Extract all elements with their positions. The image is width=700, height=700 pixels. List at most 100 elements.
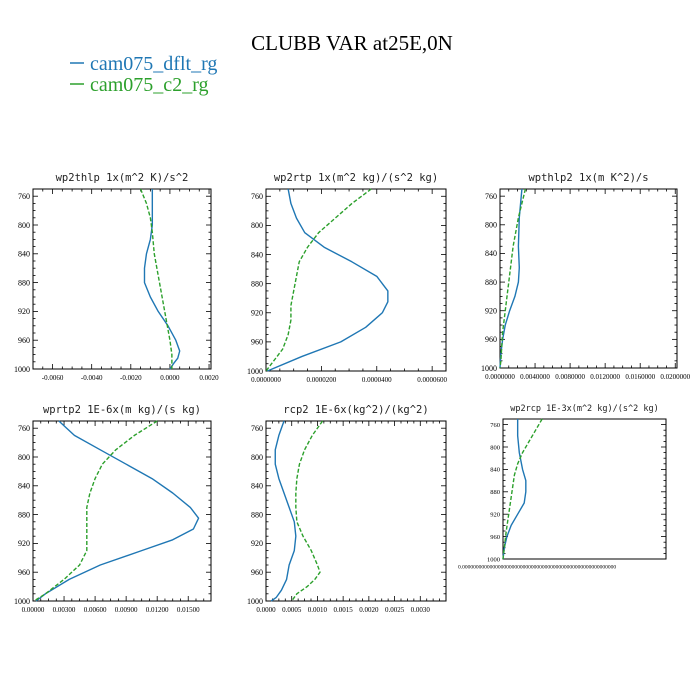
panel-1: wp2rtp 1x(m^2 kg)/(s^2 kg) 760 800 840 880 92… bbox=[247, 172, 448, 384]
y-tick-label: 960 bbox=[251, 338, 263, 347]
plot-frame bbox=[32, 188, 212, 370]
x-tick-label: 0.0025 bbox=[385, 606, 405, 614]
panel-title: wp2rtp 1x(m^2 kg)/(s^2 kg) bbox=[274, 172, 438, 184]
panel-title: rcp2 1E-6x(kg^2)/(kg^2) bbox=[283, 404, 428, 416]
series-line-1 bbox=[499, 188, 527, 369]
legend-item-1: cam075_c2_rg bbox=[90, 74, 209, 96]
y-tick-label: 1000 bbox=[247, 367, 263, 376]
y-tick-label: 800 bbox=[18, 221, 30, 230]
plot-frame bbox=[265, 420, 447, 602]
y-tick-label: 800 bbox=[490, 444, 500, 451]
y-tick-label: 840 bbox=[251, 482, 263, 491]
y-tick-label: 1000 bbox=[247, 597, 263, 606]
x-tick-label: 0.0000 bbox=[256, 606, 276, 614]
y-tick-label: 880 bbox=[251, 279, 263, 288]
y-tick-label: 920 bbox=[251, 539, 263, 548]
x-tick-label: 0.0020 bbox=[199, 374, 219, 382]
y-tick-label: 920 bbox=[490, 511, 500, 518]
panel-2: wpthlp2 1x(m K^2)/s 760 800 840 880 920 960 100… bbox=[481, 172, 691, 381]
series-line-1 bbox=[139, 188, 173, 369]
panel-5: wp2rcp 1E-3x(m^2 kg)/(s^2 kg) 760 800 840 88… bbox=[458, 404, 667, 571]
y-tick-label: 880 bbox=[490, 489, 500, 496]
y-tick-label: 960 bbox=[251, 568, 263, 577]
x-tick-label: 0.0000000 bbox=[485, 373, 515, 381]
panels: wp2thlp 1x(m^2 K)/s^2 760 800 840 880 920 960 1… bbox=[14, 172, 691, 614]
panel-title: wp2rcp 1E-3x(m^2 kg)/(s^2 kg) bbox=[510, 404, 658, 414]
series-line-1 bbox=[265, 188, 372, 372]
x-tick-label: 0.0160000 bbox=[625, 373, 655, 381]
x-tick-label: 0.0000200 bbox=[307, 376, 337, 384]
x-tick-label: 0.0120000 bbox=[590, 373, 620, 381]
series-line-0 bbox=[267, 188, 389, 372]
y-tick-label: 920 bbox=[18, 539, 30, 548]
y-tick-label: 880 bbox=[18, 278, 30, 287]
y-tick-label: 760 bbox=[18, 192, 30, 201]
x-tick-label: 0.00300 bbox=[53, 606, 76, 614]
x-tick-label: 0.0000400 bbox=[362, 376, 392, 384]
x-tick-label: 0.0030 bbox=[411, 606, 431, 614]
y-tick-label: 840 bbox=[485, 249, 497, 258]
y-tick-label: 920 bbox=[485, 307, 497, 316]
y-tick-label: 800 bbox=[18, 453, 30, 462]
y-tick-label: 840 bbox=[18, 250, 30, 259]
x-tick-label: -0.0040 bbox=[81, 374, 103, 382]
x-tick-label: 0.0000 bbox=[160, 374, 180, 382]
x-tick-label: 0.0005 bbox=[282, 606, 302, 614]
x-tick-label: 0.0020 bbox=[359, 606, 379, 614]
x-tick-label: 0.00000000000000000000000000000000000000… bbox=[458, 565, 616, 571]
x-tick-label: 0.0010 bbox=[308, 606, 328, 614]
x-tick-label: 0.00600 bbox=[84, 606, 107, 614]
y-tick-label: 960 bbox=[18, 568, 30, 577]
series-line-0 bbox=[35, 420, 200, 602]
x-tick-label: 0.0000000 bbox=[251, 376, 281, 384]
x-tick-label: 0.0000600 bbox=[417, 376, 447, 384]
series-line-0 bbox=[143, 189, 181, 370]
y-tick-label: 840 bbox=[251, 250, 263, 259]
plot-frame bbox=[502, 418, 667, 560]
x-tick-label: 0.01500 bbox=[177, 606, 200, 614]
y-tick-label: 920 bbox=[251, 309, 263, 318]
y-tick-label: 960 bbox=[485, 335, 497, 344]
panel-title: wprtp2 1E-6x(m kg)/(s kg) bbox=[43, 404, 201, 416]
x-tick-label: 0.00900 bbox=[115, 606, 138, 614]
x-tick-label: 0.01200 bbox=[146, 606, 169, 614]
y-tick-label: 760 bbox=[490, 422, 500, 429]
y-tick-label: 880 bbox=[251, 510, 263, 519]
x-tick-label: 0.0040000 bbox=[520, 373, 550, 381]
series-line-1 bbox=[33, 420, 158, 602]
figure-legend: cam075_dflt_rg cam075_c2_rg bbox=[70, 53, 217, 96]
y-tick-label: 1000 bbox=[14, 365, 30, 374]
panel-title: wpthlp2 1x(m K^2)/s bbox=[528, 172, 648, 184]
y-tick-label: 760 bbox=[251, 192, 263, 201]
y-tick-label: 1000 bbox=[487, 556, 500, 563]
y-tick-label: 800 bbox=[485, 221, 497, 230]
panel-4: rcp2 1E-6x(kg^2)/(kg^2) 760 800 840 880 920 96… bbox=[247, 404, 447, 614]
x-tick-label: -0.0060 bbox=[42, 374, 64, 382]
panel-3: wprtp2 1E-6x(m kg)/(s kg) 760 800 840 880 920… bbox=[14, 404, 212, 614]
legend-item-0: cam075_dflt_rg bbox=[90, 53, 217, 75]
y-tick-label: 760 bbox=[251, 424, 263, 433]
y-tick-label: 880 bbox=[485, 278, 497, 287]
y-tick-label: 960 bbox=[490, 534, 500, 541]
y-tick-label: 960 bbox=[18, 336, 30, 345]
y-tick-label: 880 bbox=[18, 510, 30, 519]
y-tick-label: 1000 bbox=[14, 597, 30, 606]
y-tick-label: 800 bbox=[251, 453, 263, 462]
x-tick-label: 0.00000 bbox=[22, 606, 45, 614]
plot-frame bbox=[499, 188, 678, 369]
series-line-1 bbox=[291, 420, 324, 602]
y-tick-label: 760 bbox=[18, 424, 30, 433]
figure-title: CLUBB VAR at25E,0N bbox=[251, 31, 453, 55]
x-tick-label: 0.0080000 bbox=[555, 373, 585, 381]
y-tick-label: 920 bbox=[18, 307, 30, 316]
series-line-1 bbox=[502, 418, 543, 560]
x-tick-label: 0.0200000 bbox=[660, 373, 690, 381]
panel-0: wp2thlp 1x(m^2 K)/s^2 760 800 840 880 920 960 1… bbox=[14, 172, 219, 382]
plot-frame bbox=[265, 188, 447, 372]
x-tick-label: 0.0015 bbox=[334, 606, 354, 614]
y-tick-label: 760 bbox=[485, 192, 497, 201]
y-tick-label: 840 bbox=[490, 467, 500, 474]
series-line-0 bbox=[502, 419, 527, 560]
y-tick-label: 840 bbox=[18, 482, 30, 491]
